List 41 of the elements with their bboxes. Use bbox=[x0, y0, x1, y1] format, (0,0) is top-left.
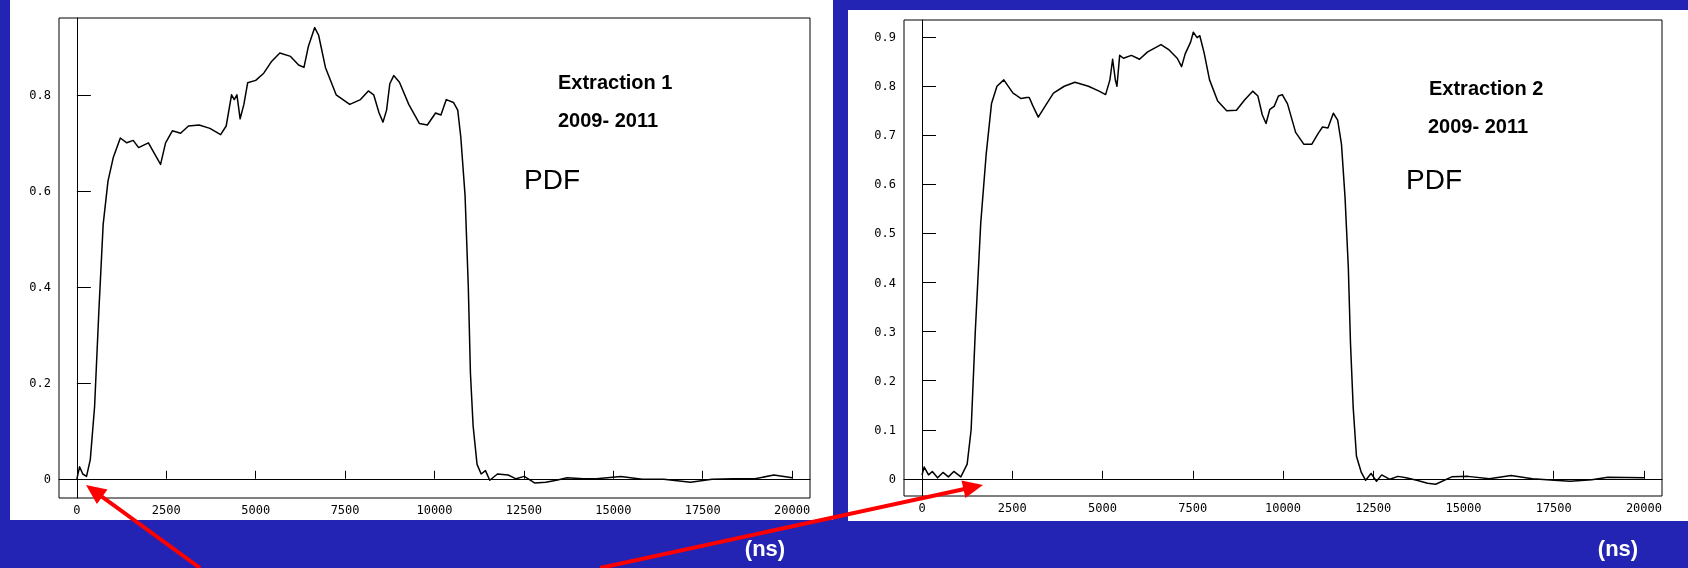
x-tick-label: 17500 bbox=[684, 503, 721, 517]
x-tick-label: 0 bbox=[918, 501, 926, 515]
y-tick-label: 0.4 bbox=[29, 279, 51, 294]
annotation: 2009- 2011 bbox=[1428, 115, 1529, 137]
x-tick-label: 7500 bbox=[1178, 501, 1208, 515]
y-tick-label: 0.8 bbox=[29, 87, 51, 102]
y-tick-label: 0.7 bbox=[874, 128, 896, 143]
y-tick-label: 0.2 bbox=[29, 375, 51, 390]
annotation: Extraction 1 bbox=[558, 71, 673, 93]
x-tick-label: 15000 bbox=[1445, 501, 1482, 515]
y-tick-label: 0 bbox=[888, 471, 896, 486]
x-tick-label: 2500 bbox=[151, 503, 181, 517]
x-tick-label: 7500 bbox=[330, 503, 360, 517]
y-tick-label: 0.5 bbox=[874, 226, 896, 241]
x-axis-title: (ns) bbox=[744, 535, 786, 561]
x-tick-label: 10000 bbox=[1264, 501, 1302, 515]
x-tick-label: 17500 bbox=[1535, 501, 1572, 515]
y-tick-label: 0.6 bbox=[29, 183, 51, 198]
x-tick-label: 15000 bbox=[595, 503, 632, 517]
annotation: Extraction 2 bbox=[1429, 77, 1544, 99]
x-tick-label: 0 bbox=[73, 503, 81, 517]
x-axis-title: (ns) bbox=[1597, 535, 1639, 561]
y-tick-label: 0 bbox=[43, 471, 51, 486]
x-tick-label: 10000 bbox=[416, 503, 453, 517]
y-tick-label: 0.8 bbox=[874, 79, 896, 94]
x-tick-label: 20000 bbox=[774, 503, 811, 517]
annotation: PDF bbox=[524, 163, 580, 195]
x-tick-label: 5000 bbox=[241, 503, 271, 517]
x-tick-label: 12500 bbox=[1355, 501, 1392, 515]
y-tick-label: 0.3 bbox=[874, 324, 896, 339]
x-tick-label: 2500 bbox=[997, 501, 1027, 515]
annotation: 2009- 2011 bbox=[558, 109, 659, 131]
x-tick-label: 12500 bbox=[505, 503, 542, 517]
y-tick-label: 0.2 bbox=[874, 373, 896, 388]
x-tick-label: 5000 bbox=[1088, 501, 1117, 515]
y-tick-label: 0.6 bbox=[874, 177, 896, 192]
y-tick-label: 0.9 bbox=[874, 30, 896, 45]
annotation: PDF bbox=[1406, 163, 1462, 195]
y-tick-label: 0.4 bbox=[874, 275, 896, 290]
y-tick-label: 0.1 bbox=[874, 422, 896, 437]
x-tick-label: 20000 bbox=[1625, 501, 1663, 515]
